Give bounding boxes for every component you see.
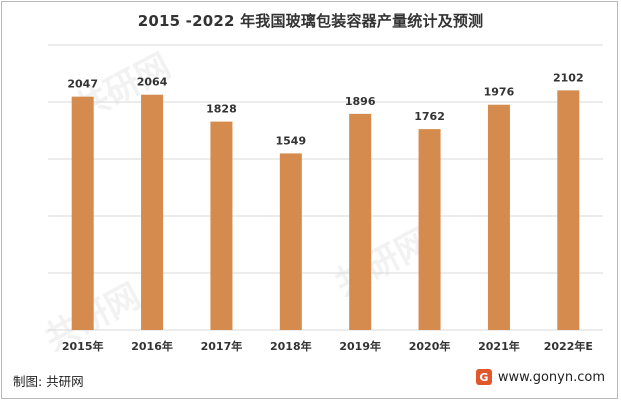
data-label: 1762 [414,110,445,123]
website-credit: G www.gonyn.com [475,369,605,385]
bar [418,129,441,330]
data-label: 2064 [137,76,168,89]
x-tick-label: 2017年 [201,339,243,353]
source-credit: 制图: 共研网 [13,374,84,389]
bar [210,121,233,330]
x-tick-label: 2022年E [544,339,593,353]
x-tick-label: 2019年 [339,339,381,353]
website-url[interactable]: www.gonyn.com [497,369,605,385]
chart-title: 2015 -2022 年我国玻璃包装容器产量统计及预测 [137,12,484,30]
data-label: 1896 [345,95,376,108]
x-tick-label: 2021年 [478,339,520,353]
bar [279,153,302,330]
x-tick-label: 2016年 [131,339,173,353]
bar [487,104,510,331]
gonyn-logo-icon: G [475,369,492,385]
x-tick-label: 2020年 [409,339,451,353]
data-label: 1549 [276,134,307,147]
x-tick-label: 2018年 [270,339,312,353]
data-label: 2047 [67,78,98,91]
bar [349,113,372,330]
x-tick-label: 2015年 [62,339,104,353]
bar [557,90,580,330]
data-label: 1976 [484,86,515,99]
bar [71,96,94,330]
data-label: 2102 [553,71,584,84]
data-label: 1828 [206,103,237,116]
bar [141,94,164,330]
